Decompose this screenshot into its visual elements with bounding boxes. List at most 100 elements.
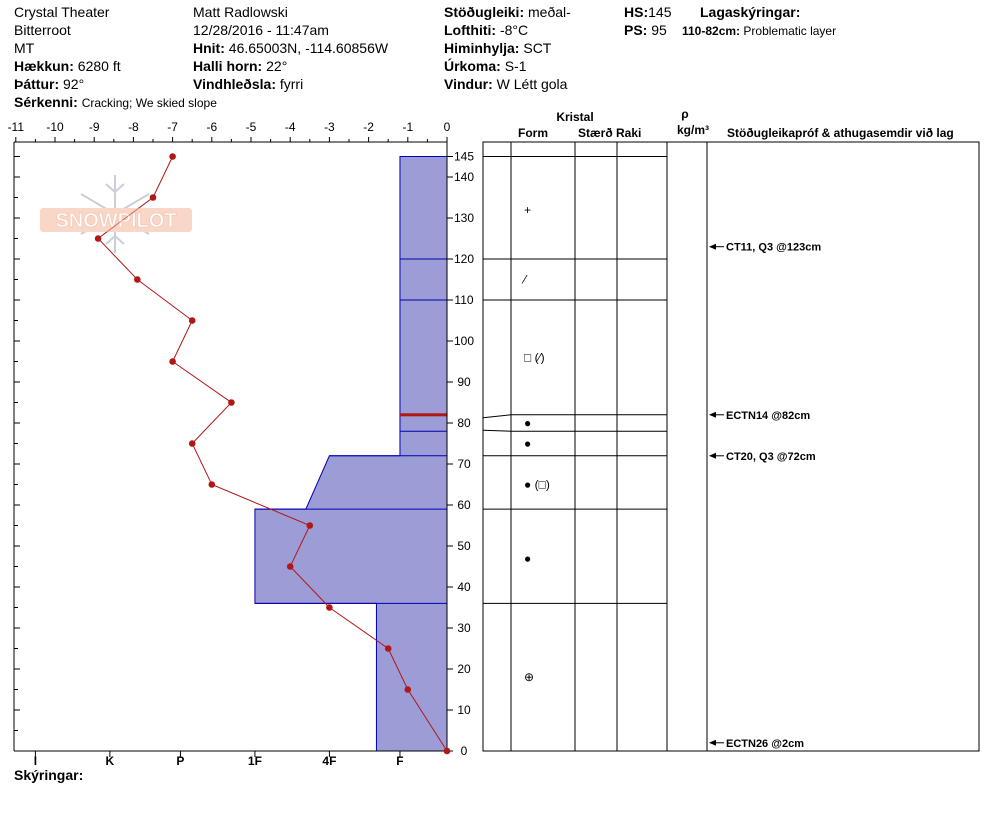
- wind-label: Vindur:: [444, 76, 493, 92]
- sky-value: SCT: [523, 40, 552, 56]
- temperature-point: [443, 747, 451, 755]
- temp-tick-label: -7: [167, 120, 178, 134]
- stability-test: CT11, Q3 @123cm: [726, 242, 821, 254]
- temperature-point: [326, 604, 333, 611]
- temperature-point: [134, 276, 141, 283]
- size-header: Stærð: [578, 126, 613, 140]
- wind-loading-value: fyrri: [279, 76, 304, 92]
- form-header: Form: [518, 126, 548, 140]
- temperature-point: [286, 563, 294, 570]
- height-tick-label: 110: [454, 293, 473, 307]
- height-axis: 0 10 20 30 40 50 60 70 80 90 100 110 120 130 140 145: [14, 150, 474, 758]
- layer-connector: [482, 429, 512, 432]
- observer-name: Matt Radlowski: [193, 4, 288, 20]
- aspect-value: 92°: [63, 76, 85, 92]
- height-tick-label: 130: [454, 211, 474, 225]
- height-tick-label: 90: [457, 375, 471, 389]
- temperature-line: [97, 156, 448, 752]
- slope-angle: Halli horn: 22°: [193, 57, 287, 75]
- wind-loading-label: Vindhleðsla:: [193, 76, 276, 92]
- arrow-icon: [709, 452, 716, 459]
- precip-label: Úrkoma:: [444, 58, 501, 74]
- svg-text:SNOWPILOT: SNOWPILOT: [55, 210, 176, 232]
- coordinates: Hnit: 46.65003N, -114.60856W: [193, 39, 388, 57]
- aspect-label: Þáttur:: [14, 76, 60, 92]
- temp-tick-label: -8: [128, 120, 139, 134]
- hardness-label: P: [176, 754, 184, 768]
- temperature-point: [208, 481, 216, 488]
- height-tick-label: 40: [457, 580, 471, 594]
- crystal-header: Kristal: [556, 110, 593, 124]
- height-tick-label: 20: [457, 662, 471, 676]
- aspect: Þáttur: 92°: [14, 75, 84, 93]
- observation-datetime: 12/28/2016 - 11:47am: [193, 22, 329, 38]
- wind: Vindur: W Létt gola: [444, 75, 567, 93]
- height-tick-label: 145: [454, 150, 474, 164]
- hs: HS:145: [624, 3, 671, 21]
- temperature-point: [188, 317, 196, 324]
- height-tick-label: 10: [457, 703, 471, 717]
- temp-tick-label: -10: [46, 120, 64, 134]
- crystal-form-symbol: +: [524, 203, 531, 217]
- crystal-form-symbol: ●: [524, 437, 531, 451]
- plot-frame: [13, 141, 448, 752]
- wind-value: W Létt gola: [496, 76, 568, 92]
- temperature-point: [149, 194, 157, 201]
- hs-label: HS:: [624, 4, 649, 20]
- temperature-point: [306, 522, 314, 529]
- arrow-icon: [709, 739, 716, 746]
- hardness-label: 4F: [322, 754, 336, 768]
- weak-layer-markers: [399, 413, 447, 417]
- layer-table-frame: [482, 141, 980, 752]
- temp-tick-label: -1: [402, 120, 413, 134]
- tests-header: Stöðugleikapróf & athugasemdir við lag: [727, 126, 954, 140]
- arrow-icon: [709, 411, 716, 418]
- temp-tick-label: -4: [285, 120, 296, 134]
- crystal-form-symbol: ●: [524, 416, 531, 430]
- stability-label: Stöðugleiki:: [444, 4, 525, 20]
- height-tick-label: 120: [454, 252, 474, 266]
- sky-cover: Himinhylja: SCT: [444, 39, 551, 57]
- hardness-label: I: [34, 754, 37, 768]
- height-tick-label: 80: [457, 416, 471, 430]
- site-name: Crystal Theater: [14, 4, 110, 20]
- hardness-label: K: [106, 754, 115, 768]
- stability: Stöðugleiki: meðal-: [444, 3, 571, 21]
- layer-table: Kristal Form Stærð Raki ρ kg/m³ Stöðugleikapró…: [482, 107, 980, 752]
- hardness-axis: I K P 1F 4F F: [34, 751, 404, 768]
- ps: PS: 95: [624, 21, 667, 39]
- features: Sérkenni: Cracking; We skied slope: [14, 93, 217, 112]
- height-tick-label: 30: [457, 621, 471, 635]
- crystal-form-symbol: ● (□): [524, 478, 550, 492]
- stability-test: ECTN26 @2cm: [726, 738, 804, 750]
- hardness-profile: [254, 156, 448, 752]
- temperature-point: [169, 358, 176, 365]
- temp-tick-label: -9: [89, 120, 100, 134]
- slope-value: 22°: [266, 58, 288, 74]
- temp-tick-label: -11: [8, 120, 25, 134]
- ps-label: PS:: [624, 22, 648, 38]
- temperature-profile: [94, 153, 451, 755]
- temperature-point: [169, 153, 176, 160]
- hardness-area: [254, 156, 448, 752]
- stability-value: meðal-: [528, 4, 571, 20]
- elevation-label: Hækkun:: [14, 58, 74, 74]
- temperature-point: [94, 235, 102, 242]
- features-label: Sérkenni:: [14, 94, 78, 110]
- density-symbol: ρ: [681, 107, 688, 121]
- layer-notes-title: Lagaskýringar:: [700, 4, 801, 20]
- crystal-form-symbol: ⊕: [524, 670, 534, 684]
- elevation: Hækkun: 6280 ft: [14, 57, 121, 75]
- height-tick-label: 0: [461, 744, 468, 758]
- temperature-point: [228, 399, 235, 406]
- height-tick-label: 70: [457, 457, 471, 471]
- height-tick-label: 50: [457, 539, 471, 553]
- state-name: MT: [14, 40, 35, 56]
- hs-value: 145: [648, 4, 672, 20]
- temperature-point: [188, 440, 196, 447]
- temperature-point: [384, 645, 392, 652]
- layer-note: 110-82cm: Problematic layer: [682, 22, 836, 40]
- air-temp-value: -8°C: [499, 22, 529, 38]
- ps-value: 95: [651, 22, 667, 38]
